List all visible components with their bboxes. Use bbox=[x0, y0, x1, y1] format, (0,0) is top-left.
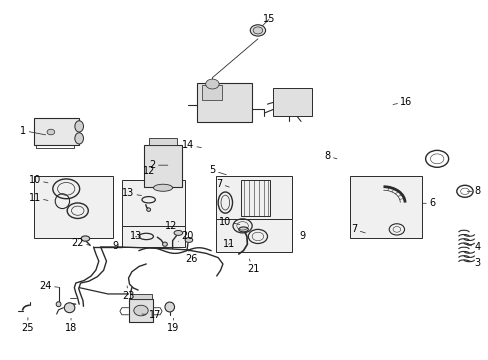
Ellipse shape bbox=[64, 303, 75, 312]
Circle shape bbox=[47, 129, 55, 135]
Text: 3: 3 bbox=[467, 258, 480, 268]
Text: 23: 23 bbox=[122, 286, 134, 301]
Text: 24: 24 bbox=[40, 281, 59, 291]
Bar bbox=[143, 145, 182, 187]
Text: 17: 17 bbox=[142, 310, 161, 320]
Bar bbox=[240, 180, 270, 216]
Text: 6: 6 bbox=[422, 198, 434, 208]
Text: 14: 14 bbox=[182, 140, 201, 150]
Text: 9: 9 bbox=[299, 231, 305, 242]
Text: 12: 12 bbox=[142, 166, 155, 176]
Ellipse shape bbox=[184, 238, 192, 242]
Ellipse shape bbox=[75, 121, 83, 132]
Text: 4: 4 bbox=[467, 242, 480, 252]
Bar bbox=[202, 85, 222, 100]
Ellipse shape bbox=[238, 227, 248, 232]
Circle shape bbox=[205, 79, 219, 89]
Text: 7: 7 bbox=[216, 179, 229, 189]
Bar bbox=[34, 118, 79, 145]
Bar bbox=[196, 83, 251, 122]
Text: 11: 11 bbox=[28, 193, 48, 203]
Circle shape bbox=[250, 25, 265, 36]
Text: 21: 21 bbox=[246, 259, 259, 274]
Text: 13: 13 bbox=[122, 188, 141, 198]
Bar bbox=[34, 176, 112, 238]
Text: 20: 20 bbox=[178, 231, 193, 242]
Text: 10: 10 bbox=[219, 217, 239, 227]
Text: 2: 2 bbox=[149, 160, 167, 170]
Bar bbox=[128, 299, 153, 322]
Text: 25: 25 bbox=[21, 318, 34, 333]
Ellipse shape bbox=[56, 302, 61, 307]
Ellipse shape bbox=[134, 305, 148, 316]
Text: 13: 13 bbox=[129, 231, 142, 242]
Ellipse shape bbox=[174, 230, 183, 235]
Ellipse shape bbox=[136, 299, 146, 305]
Bar bbox=[148, 138, 177, 145]
Text: 1: 1 bbox=[20, 126, 45, 136]
Text: 16: 16 bbox=[392, 97, 412, 107]
Ellipse shape bbox=[146, 208, 150, 211]
Text: 19: 19 bbox=[167, 318, 179, 333]
Text: 10: 10 bbox=[28, 175, 48, 185]
Text: 22: 22 bbox=[71, 238, 90, 248]
Text: 5: 5 bbox=[209, 166, 226, 175]
Text: 15: 15 bbox=[262, 14, 275, 26]
Ellipse shape bbox=[153, 184, 172, 191]
Text: 7: 7 bbox=[350, 224, 365, 234]
Text: 8: 8 bbox=[467, 186, 480, 196]
Text: 11: 11 bbox=[222, 239, 234, 249]
Ellipse shape bbox=[162, 242, 167, 246]
Text: 12: 12 bbox=[164, 221, 177, 231]
Bar bbox=[273, 88, 311, 117]
Text: 8: 8 bbox=[324, 151, 336, 161]
Bar bbox=[215, 219, 292, 252]
Bar bbox=[122, 180, 184, 226]
Bar bbox=[215, 176, 292, 219]
Bar bbox=[349, 176, 421, 238]
Bar bbox=[130, 294, 151, 299]
Ellipse shape bbox=[75, 133, 83, 144]
Text: 18: 18 bbox=[65, 318, 77, 333]
Text: 26: 26 bbox=[185, 250, 198, 264]
Ellipse shape bbox=[81, 236, 89, 241]
Bar bbox=[122, 226, 184, 247]
Ellipse shape bbox=[164, 302, 174, 312]
Text: 9: 9 bbox=[112, 241, 118, 251]
Circle shape bbox=[253, 27, 262, 34]
